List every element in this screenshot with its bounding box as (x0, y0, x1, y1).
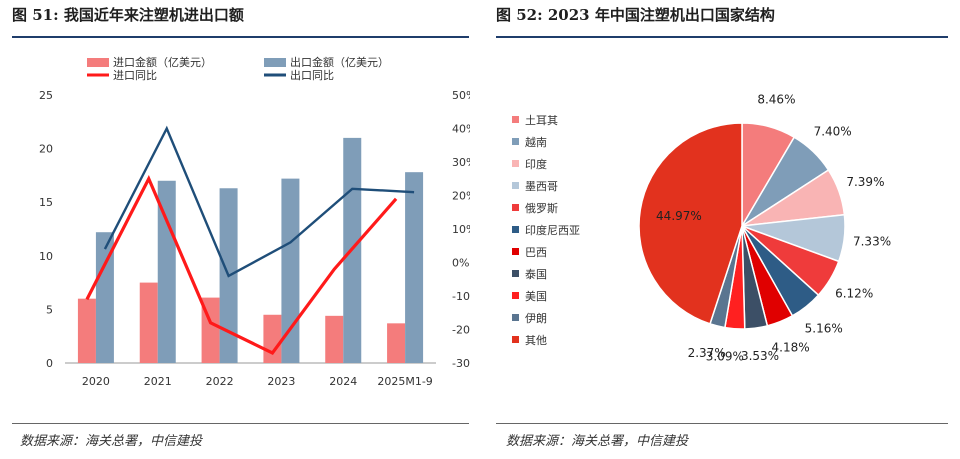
legend-label: 进口同比 (113, 69, 157, 82)
pie-slice (638, 122, 743, 325)
pie-value-label: 3.53% (741, 349, 779, 363)
pie-legend-label: 巴西 (525, 246, 547, 259)
import-bar (325, 315, 344, 363)
fig51-bottom-rule (12, 423, 469, 424)
y-right-tick-label: 30% (452, 156, 470, 169)
pie-legend-label: 伊朗 (525, 312, 547, 325)
y-right-tick-label: 10% (452, 223, 470, 236)
export-bar (95, 232, 114, 363)
fig52-title-rule (496, 36, 948, 38)
pie-legend-swatch (512, 116, 519, 123)
export-bar (281, 178, 300, 363)
y-right-tick-label: 40% (452, 123, 470, 136)
fig52-bottom-rule (496, 423, 948, 424)
pie-value-label: 3.09% (706, 350, 744, 364)
x-tick-label: 2024 (329, 375, 357, 388)
pie-legend-swatch (512, 226, 519, 233)
import-yoy-line (85, 174, 398, 355)
pie-legend-swatch (512, 314, 519, 321)
pie-legend-label: 印度 (525, 157, 547, 171)
x-tick-label: 2020 (82, 375, 110, 388)
y-left-tick-label: 15 (39, 196, 53, 209)
y-right-tick-label: 50% (452, 89, 470, 102)
pie-legend-label: 泰国 (525, 267, 547, 281)
y-right-tick-label: 0% (452, 257, 469, 270)
pie-legend-label: 土耳其 (525, 114, 558, 127)
y-left-tick-label: 20 (39, 143, 53, 156)
y-right-tick-label: -20% (452, 324, 470, 337)
x-tick-label: 2023 (267, 375, 295, 388)
pie-legend-swatch (512, 204, 519, 211)
y-right-tick-label: -10% (452, 290, 470, 303)
y-right-tick-label: 20% (452, 190, 470, 203)
pie-legend-swatch (512, 270, 519, 277)
legend-swatch (87, 58, 109, 67)
pie-legend-swatch (512, 336, 519, 343)
pie-value-label: 5.16% (805, 321, 843, 335)
pie-value-label: 4.18% (772, 341, 810, 355)
pie-value-label: 44.97% (656, 209, 702, 223)
export-yoy-line (103, 125, 415, 278)
fig51-title: 图 51: 我国近年来注塑机进出口额 (12, 6, 244, 24)
pie-value-label: 7.39% (846, 175, 884, 189)
fig51-title-rule (12, 36, 469, 38)
import-bar (139, 282, 158, 363)
fig51-combo-chart: 0 5 10 15 20 25 -30% -20% -10% 0% 10% 20% 30% 40% 50% 2… (39, 55, 470, 388)
pie-legend-swatch (512, 292, 519, 299)
pie-value-label: 6.12% (835, 287, 873, 301)
y-right-tick-label: -30% (452, 357, 470, 370)
export-bar (157, 180, 176, 363)
x-tick-label: 2021 (144, 375, 172, 388)
pie-legend-label: 其他 (525, 334, 547, 347)
export-bar (405, 172, 424, 363)
pie-legend-swatch (512, 160, 519, 167)
import-bar (77, 298, 96, 363)
legend-label: 出口金额（亿美元） (290, 55, 389, 69)
legend-swatch (264, 58, 286, 67)
legend-label: 出口同比 (290, 68, 334, 82)
pie-legend-swatch (512, 248, 519, 255)
pie-value-label: 2.37% (688, 346, 726, 360)
fig51-source: 数据来源：海关总署，中信建投 (20, 434, 203, 449)
fig52-source: 数据来源：海关总署，中信建投 (506, 434, 689, 449)
x-tick-label: 2025M1-9 (377, 375, 432, 388)
y-left-tick-label: 10 (39, 250, 53, 263)
pie-legend-label: 越南 (525, 135, 547, 149)
pie-value-label: 7.40% (814, 124, 852, 138)
pie-legend-label: 美国 (525, 290, 547, 303)
pie-legend-swatch (512, 138, 519, 145)
y-left-tick-label: 0 (46, 357, 53, 370)
pie-legend-label: 墨西哥 (525, 180, 558, 193)
pie-value-label: 7.33% (853, 235, 891, 249)
x-tick-label: 2022 (206, 375, 234, 388)
y-left-tick-label: 25 (39, 89, 53, 102)
pie-legend-swatch (512, 182, 519, 189)
pie-legend-label: 印度尼西亚 (525, 223, 580, 237)
pie-value-label: 8.46% (757, 93, 795, 107)
import-bar (263, 314, 282, 363)
fig52-title: 图 52: 2023 年中国注塑机出口国家结构 (496, 6, 775, 24)
import-bar (387, 323, 406, 363)
pie-legend-label: 俄罗斯 (525, 202, 558, 215)
legend-label: 进口金额（亿美元） (113, 55, 212, 69)
y-left-tick-label: 5 (46, 303, 53, 316)
